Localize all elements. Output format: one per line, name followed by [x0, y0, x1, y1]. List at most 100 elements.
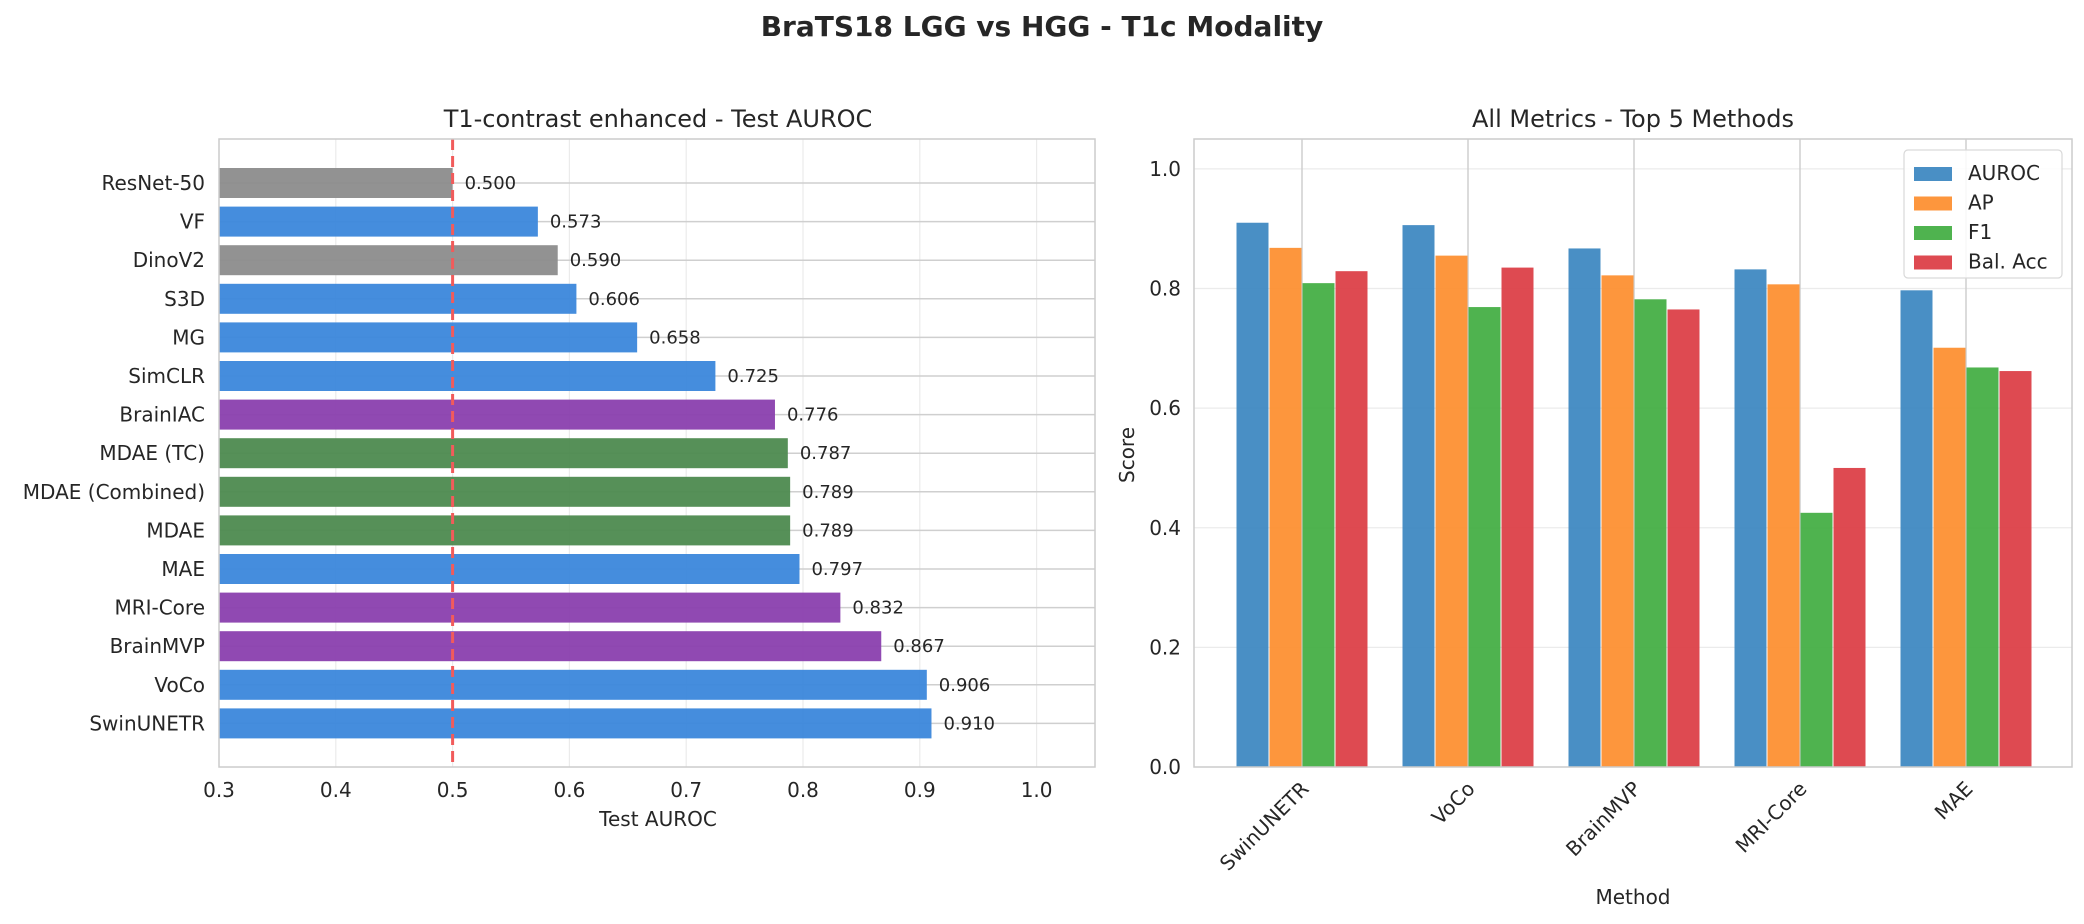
right-bar — [1800, 512, 1833, 767]
right-bar — [1833, 467, 1866, 767]
left-bar — [219, 515, 791, 546]
left-bar — [219, 361, 716, 391]
right-legend-swatch — [1914, 196, 1952, 211]
left-y-tick-label: SwinUNETR — [89, 711, 205, 735]
right-y-tick-label: 0.0 — [1149, 755, 1181, 779]
right-y-axis-label: Score — [1115, 427, 1139, 483]
left-x-tick-label: 0.5 — [437, 778, 469, 802]
right-y-tick-label: 0.2 — [1149, 635, 1181, 659]
left-bar-value-label: 0.789 — [802, 482, 854, 503]
left-bar-value-label: 0.725 — [727, 366, 779, 387]
left-y-tick-label: S3D — [164, 287, 205, 311]
left-y-tick-label: VF — [180, 210, 205, 234]
right-y-tick-label: 1.0 — [1149, 157, 1181, 181]
left-y-tick-label: MDAE — [146, 518, 205, 542]
right-legend-label: F1 — [1968, 220, 1992, 244]
left-y-tick-label: MDAE (Combined) — [23, 480, 205, 504]
right-bar — [1468, 307, 1501, 767]
left-y-tick-label: ResNet-50 — [102, 171, 206, 195]
right-legend-label: Bal. Acc — [1968, 250, 2048, 274]
right-bar — [1335, 271, 1368, 767]
left-y-tick-label: BrainIAC — [119, 403, 205, 427]
right-x-axis-label: Method — [1595, 885, 1670, 909]
left-bar — [219, 206, 538, 237]
right-y-tick-label: 0.8 — [1149, 277, 1181, 301]
right-grouped-bar-chart: All Metrics - Top 5 Methods Method Score… — [1115, 105, 2073, 909]
right-bar — [1999, 371, 2032, 767]
left-bar — [219, 399, 775, 430]
left-bar-value-label: 0.500 — [465, 173, 517, 194]
right-legend-label: AUROC — [1968, 161, 2040, 185]
left-bar-value-label: 0.658 — [649, 327, 701, 348]
right-x-tick-label: BrainMVP — [1561, 777, 1645, 861]
right-bar — [1734, 269, 1767, 767]
left-x-tick-label: 0.9 — [904, 778, 936, 802]
right-bar — [1767, 284, 1800, 767]
left-bar-value-label: 0.590 — [570, 250, 622, 271]
left-bar — [219, 631, 882, 662]
left-bar — [219, 554, 800, 584]
right-plot-frame — [1193, 138, 2073, 768]
right-bar — [1435, 255, 1468, 767]
left-y-tick-label: VoCo — [154, 673, 205, 697]
left-x-tick-label: 0.4 — [320, 778, 352, 802]
figure-title: BraTS18 LGG vs HGG - T1c Modality — [761, 10, 1324, 43]
left-horizontal-bar-chart: T1-contrast enhanced - Test AUROC Test A… — [23, 105, 1096, 831]
left-plot-frame — [218, 138, 1096, 768]
left-bar-value-label: 0.606 — [588, 289, 640, 310]
left-y-tick-label: DinoV2 — [133, 248, 205, 272]
left-bar — [219, 322, 638, 353]
left-bar-value-label: 0.906 — [939, 675, 991, 696]
right-bar — [1634, 299, 1667, 767]
left-y-tick-label: MDAE (TC) — [99, 441, 205, 465]
right-bar — [1900, 290, 1933, 767]
left-x-tick-label: 0.7 — [670, 778, 702, 802]
left-bar — [219, 168, 453, 198]
right-bar — [1236, 222, 1269, 767]
left-y-tick-label: MG — [172, 325, 205, 349]
left-bar — [219, 438, 788, 469]
left-bar — [219, 708, 932, 739]
right-legend-swatch — [1914, 255, 1952, 270]
left-bar-value-label: 0.789 — [802, 520, 854, 541]
left-bar-value-label: 0.867 — [893, 636, 945, 657]
right-x-tick-label: SwinUNETR — [1215, 776, 1314, 875]
left-y-tick-label: MRI-Core — [114, 596, 205, 620]
left-chart-title: T1-contrast enhanced - Test AUROC — [443, 105, 873, 133]
right-legend-swatch — [1914, 226, 1952, 240]
right-bar — [1667, 309, 1700, 767]
left-x-tick-label: 0.8 — [787, 778, 819, 802]
left-bar — [219, 669, 927, 700]
right-y-tick-label: 0.6 — [1149, 396, 1181, 420]
right-bar — [1402, 225, 1435, 767]
left-bar — [219, 245, 558, 276]
left-bar — [219, 283, 577, 314]
right-y-tick-label: 0.4 — [1149, 516, 1181, 540]
right-bar — [1501, 267, 1534, 767]
left-bar-value-label: 0.910 — [943, 713, 995, 734]
right-x-tick-label: MRI-Core — [1731, 777, 1812, 858]
right-x-tick-label: VoCo — [1427, 777, 1480, 830]
left-x-tick-label: 1.0 — [1021, 778, 1053, 802]
left-bar-value-label: 0.832 — [852, 598, 904, 619]
right-bar — [1601, 275, 1634, 767]
left-y-tick-label: SimCLR — [128, 364, 205, 388]
right-legend-label: AP — [1968, 191, 1994, 215]
right-bar — [1966, 367, 1999, 767]
left-x-tick-label: 0.3 — [203, 778, 235, 802]
left-bar-value-label: 0.776 — [787, 405, 839, 426]
right-bar — [1568, 248, 1601, 768]
left-bar-value-label: 0.797 — [811, 559, 863, 580]
left-x-axis-label: Test AUROC — [598, 807, 717, 831]
left-y-tick-label: MAE — [161, 557, 205, 581]
right-legend-box — [1903, 149, 2063, 279]
left-y-tick-label: BrainMVP — [110, 634, 205, 658]
left-bar-value-label: 0.787 — [800, 443, 852, 464]
right-x-tick-label: MAE — [1930, 777, 1978, 825]
left-bar-value-label: 0.573 — [550, 212, 602, 233]
right-bar — [1269, 247, 1302, 767]
right-bar — [1302, 283, 1335, 767]
right-chart-title: All Metrics - Top 5 Methods — [1472, 105, 1794, 133]
right-legend-swatch — [1914, 167, 1952, 181]
